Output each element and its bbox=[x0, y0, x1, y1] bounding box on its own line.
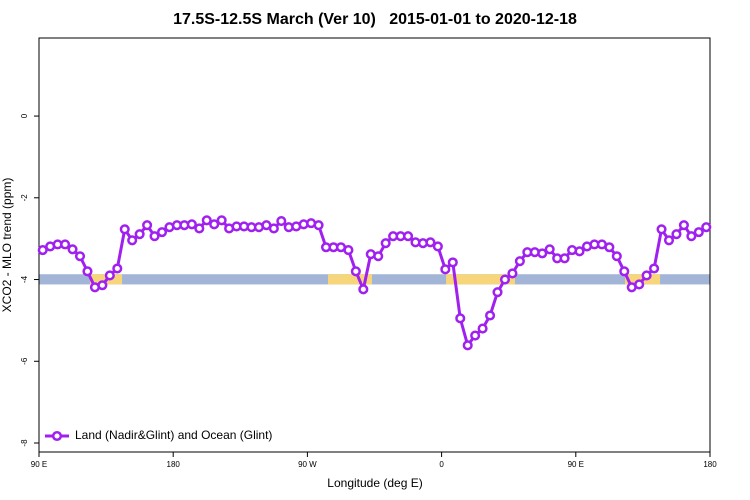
data-point bbox=[37, 245, 48, 256]
data-point bbox=[559, 253, 570, 264]
data-point bbox=[186, 219, 197, 230]
data-point bbox=[156, 227, 168, 238]
data-point bbox=[82, 266, 93, 277]
data-point bbox=[462, 340, 473, 351]
data-point bbox=[373, 251, 384, 262]
data-point bbox=[313, 220, 324, 231]
data-point bbox=[358, 284, 369, 295]
x-tick-label: 90 W bbox=[298, 460, 317, 469]
data-point bbox=[60, 239, 71, 250]
x-axis-label: Longitude (deg E) bbox=[327, 476, 422, 490]
y-tick-label: -6 bbox=[20, 357, 29, 365]
data-point bbox=[350, 266, 361, 277]
data-point bbox=[544, 244, 555, 255]
data-point bbox=[74, 251, 86, 262]
data-point bbox=[514, 256, 525, 267]
data-point bbox=[499, 274, 511, 285]
y-tick-label: -4 bbox=[20, 275, 29, 283]
x-tick-label: 90 E bbox=[568, 460, 584, 469]
data-point bbox=[686, 231, 697, 242]
data-point bbox=[104, 270, 115, 281]
data-point bbox=[656, 224, 667, 235]
data-point bbox=[507, 268, 518, 279]
x-tick-label: 0 bbox=[439, 460, 444, 469]
data-point bbox=[112, 263, 123, 274]
data-point bbox=[485, 310, 496, 321]
data-point bbox=[678, 220, 689, 231]
data-point bbox=[611, 251, 622, 262]
data-point bbox=[537, 248, 548, 259]
legend-label: Land (Nadir&Glint) and Ocean (Glint) bbox=[75, 428, 272, 442]
data-point bbox=[649, 263, 660, 274]
data-point bbox=[492, 287, 503, 298]
data-point bbox=[201, 215, 212, 226]
data-point bbox=[604, 242, 615, 253]
data-point bbox=[425, 237, 436, 248]
data-point bbox=[142, 220, 153, 231]
x-tick-label: 180 bbox=[703, 460, 717, 469]
data-point bbox=[343, 245, 354, 256]
y-tick-label: -8 bbox=[20, 439, 29, 447]
data-point bbox=[216, 215, 227, 226]
data-point bbox=[634, 279, 645, 290]
data-point bbox=[663, 235, 675, 246]
data-point bbox=[693, 227, 704, 238]
data-point bbox=[194, 223, 205, 234]
chart-title: 17.5S-12.5S March (Ver 10) 2015-01-01 to… bbox=[173, 11, 577, 28]
data-point bbox=[455, 313, 466, 324]
data-point bbox=[671, 229, 682, 240]
data-point bbox=[97, 280, 108, 291]
data-point bbox=[432, 241, 443, 252]
data-point bbox=[134, 229, 145, 240]
land-band bbox=[446, 274, 515, 285]
data-point bbox=[268, 223, 279, 234]
ocean-band bbox=[39, 274, 710, 285]
data-point bbox=[209, 219, 220, 230]
data-point bbox=[447, 257, 458, 268]
data-point bbox=[149, 231, 160, 242]
y-tick-label: 0 bbox=[20, 113, 29, 118]
land-band bbox=[327, 274, 372, 285]
data-point bbox=[119, 224, 130, 235]
data-point bbox=[701, 222, 712, 233]
data-point bbox=[641, 270, 652, 281]
data-point bbox=[380, 238, 391, 249]
data-point bbox=[574, 246, 585, 257]
data-point bbox=[619, 266, 630, 277]
data-point bbox=[127, 235, 138, 246]
x-tick-label: 90 E bbox=[31, 460, 47, 469]
data-point bbox=[477, 323, 488, 334]
legend-marker bbox=[51, 430, 63, 442]
y-axis-label: XCO2 - MLO trend (ppm) bbox=[0, 178, 14, 313]
plot-frame bbox=[38, 37, 711, 453]
data-point bbox=[67, 244, 78, 255]
y-tick-label: -2 bbox=[20, 194, 29, 202]
data-point bbox=[403, 231, 414, 242]
data-point bbox=[276, 216, 287, 227]
data-point bbox=[440, 264, 451, 275]
x-tick-label: 180 bbox=[167, 460, 181, 469]
data-point bbox=[470, 330, 481, 341]
